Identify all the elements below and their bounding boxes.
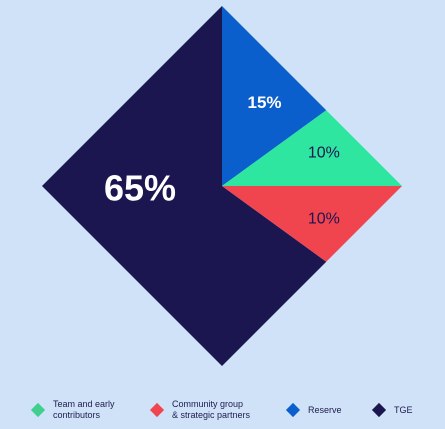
slice-tge [42,6,327,366]
diamond-icon [285,402,301,418]
slice-label-team: 10% [308,144,340,161]
legend-item-tge: TGE [371,392,413,428]
diamond-icon [149,402,165,418]
legend: Team and early contributors Community gr… [0,392,445,428]
slice-reserve [222,6,327,186]
slice-label-community: 10% [308,211,340,228]
slice-label-reserve: 15% [248,93,282,112]
diamond-icon [371,402,387,418]
legend-item-reserve: Reserve [285,392,342,428]
slice-team [222,110,402,186]
legend-item-team: Team and early contributors [30,392,115,428]
slice-label-tge: 65% [104,168,176,209]
legend-label: Team and early contributors [53,399,115,420]
legend-label: TGE [394,404,413,415]
legend-label: Community group & strategic partners [172,399,251,420]
legend-label: Reserve [308,404,342,415]
slice-community [222,186,402,262]
diamond-pie-chart: 65% 15% 10% 10% [42,6,402,366]
legend-item-community: Community group & strategic partners [149,392,251,428]
diamond-icon [30,402,46,418]
